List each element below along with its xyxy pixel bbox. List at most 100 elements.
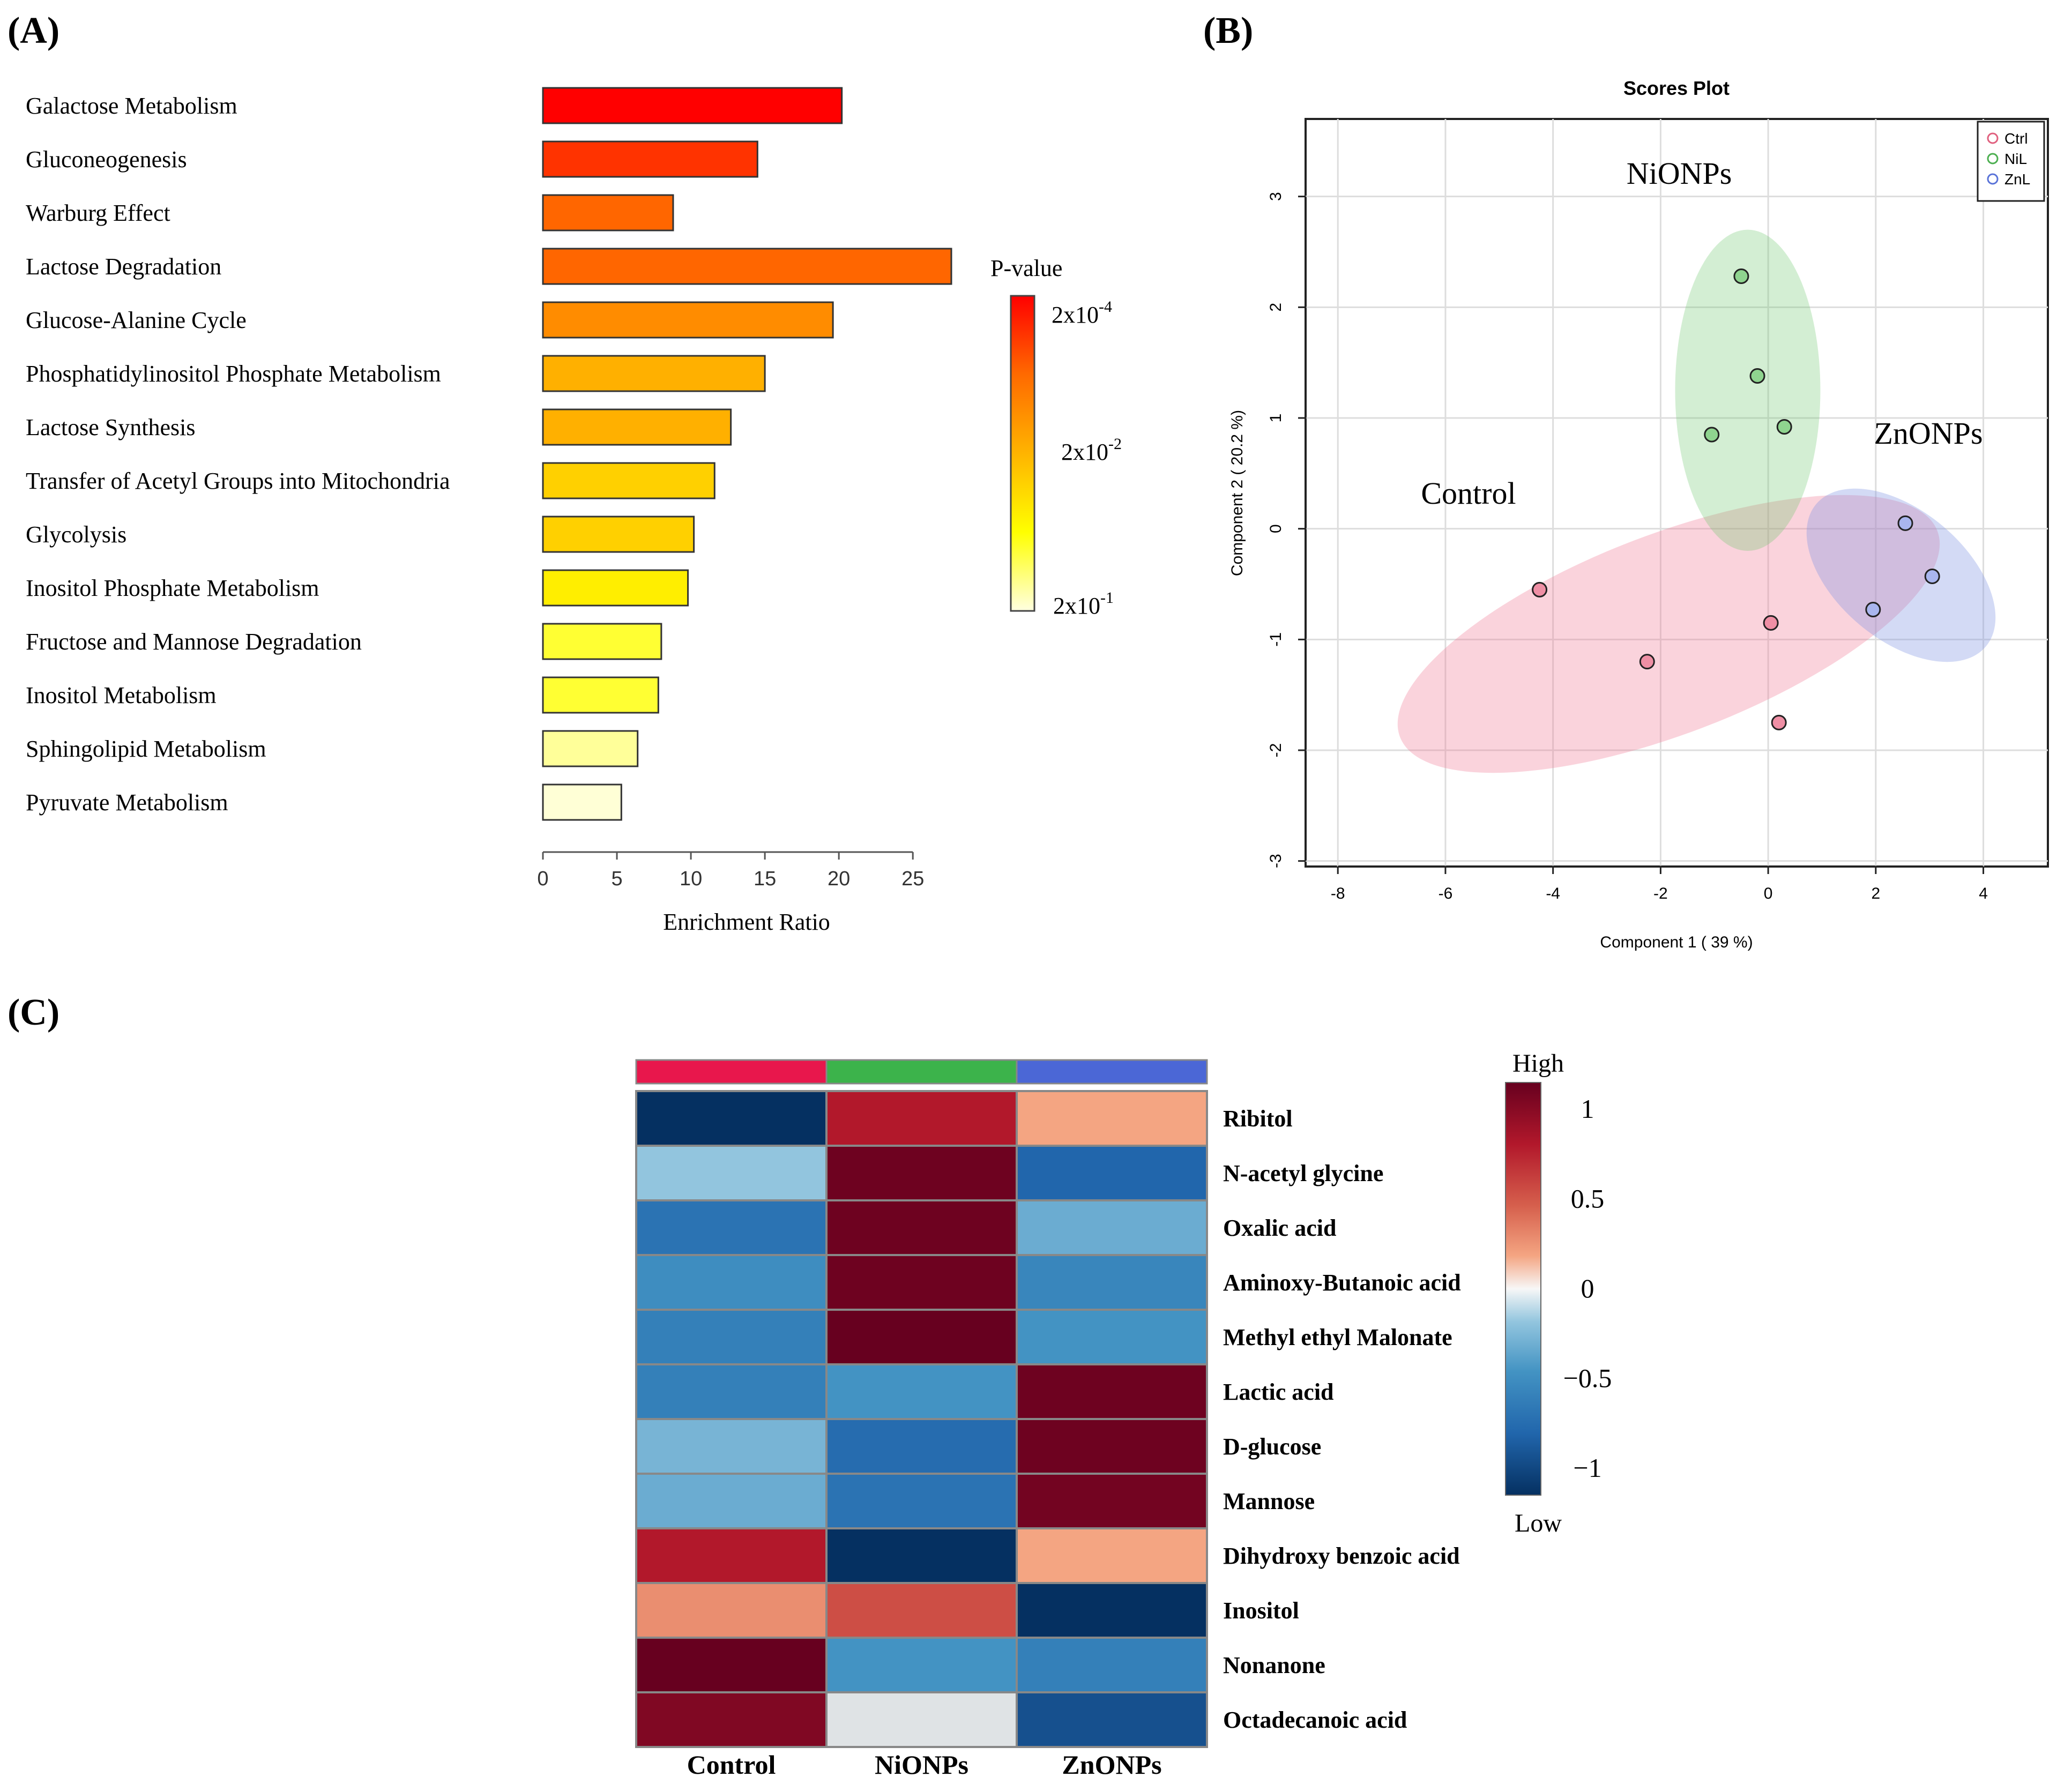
enrichment-bar-phosphatidylinositol-phosphate-metabolism: [542, 355, 766, 392]
pathway-label-warburg-effect: Warburg Effect: [26, 200, 170, 226]
point-nil: [1704, 427, 1720, 443]
heatmap-cell-octadecanoic-acid-znonps: [1016, 1691, 1208, 1748]
heatmap-cell-methyl-ethyl-malonate-control: [635, 1309, 828, 1365]
enrichment-tick-label: 20: [828, 868, 850, 890]
heatmap-row-label-ribitol: Ribitol: [1223, 1106, 1293, 1132]
heatmap-row-label-dihydroxy-benzoic-acid: Dihydroxy benzoic acid: [1223, 1543, 1460, 1569]
enrichment-bar-glycolysis: [542, 516, 695, 553]
heatmap-cell-n-acetyl-glycine-control: [635, 1145, 828, 1201]
enrichment-bar-sphingolipid-metabolism: [542, 730, 639, 767]
scores-ylabel: Component 2 ( 20.2 %): [1228, 410, 1246, 576]
enrichment-bar-fructose-and-mannose-degradation: [542, 623, 662, 660]
heatmap-colorbar: [1505, 1082, 1541, 1496]
heatmap-legend-tick: −1: [1573, 1453, 1601, 1483]
heatmap-cell-d-glucose-nionps: [825, 1418, 1018, 1475]
ellipse-ctrl: [1397, 495, 1940, 773]
heatmap-cell-n-acetyl-glycine-znonps: [1016, 1145, 1208, 1201]
heatmap-cell-mannose-znonps: [1016, 1473, 1208, 1529]
pathway-label-inositol-phosphate-metabolism: Inositol Phosphate Metabolism: [26, 575, 319, 601]
pathway-label-pyruvate-metabolism: Pyruvate Metabolism: [26, 789, 228, 816]
scores-y-tick-label: -1: [1267, 632, 1285, 647]
enrichment-x-axis: 0 5 10 15 20 25: [537, 851, 924, 890]
legend-label-ctrl: Ctrl: [2004, 130, 2028, 147]
heatmap-cell-aminoxy-butanoic-acid-nionps: [825, 1254, 1018, 1311]
enrichment-bar-lactose-degradation: [542, 248, 952, 285]
enrichment-tick-label: 25: [901, 868, 924, 890]
pvalue-label-high: 2x10-4: [1052, 298, 1112, 328]
heatmap-legend-low: Low: [1515, 1509, 1562, 1537]
enrichment-tick-label: 5: [611, 868, 622, 890]
group-color-control: [635, 1059, 828, 1085]
heatmap-column-label-znonps: ZnONPs: [1062, 1750, 1161, 1780]
heatmap-row-label-lactic-acid: Lactic acid: [1223, 1379, 1334, 1405]
heatmap-legend-tick: 0.5: [1571, 1184, 1605, 1214]
heatmap-cell-oxalic-acid-znonps: [1016, 1199, 1208, 1256]
heatmap-cell-inositol-znonps: [1016, 1582, 1208, 1639]
heatmap-cell-dihydroxy-benzoic-acid-znonps: [1016, 1527, 1208, 1584]
scores-y-tick-label: -3: [1267, 854, 1285, 868]
heatmap-row-label-methyl-ethyl-malonate: Methyl ethyl Malonate: [1223, 1324, 1452, 1350]
point-ctrl: [1532, 581, 1548, 598]
enrichment-tick-label: 10: [680, 868, 702, 890]
pvalue-label-low: 2x10-1: [1053, 589, 1114, 619]
point-znl: [1924, 569, 1940, 585]
heatmap-cell-mannose-control: [635, 1473, 828, 1529]
heatmap-legend-tick: 0: [1581, 1273, 1594, 1303]
metabolite-heatmap: Ribitol N-acetyl glycine Oxalic acid Aminox…: [635, 1049, 1612, 1780]
legend-marker-ctrl: [1987, 132, 1999, 144]
heatmap-cell-inositol-control: [635, 1582, 828, 1639]
scores-y-tick-label: 3: [1267, 192, 1285, 201]
ellipse-znl: [1806, 488, 1996, 662]
group-label-control: Control: [1421, 476, 1516, 511]
heatmap-row-label-inositol: Inositol: [1223, 1597, 1299, 1624]
heatmap-row-label-n-acetyl-glycine: N-acetyl glycine: [1223, 1160, 1383, 1186]
legend-marker-nil: [1987, 153, 1999, 165]
pathway-labels: Galactose Metabolism Gluconeogenesis Warbu…: [26, 93, 450, 816]
pathway-label-inositol-metabolism: Inositol Metabolism: [26, 682, 217, 708]
heatmap-cell-d-glucose-znonps: [1016, 1418, 1208, 1475]
heatmap-cell-octadecanoic-acid-control: [635, 1691, 828, 1748]
enrichment-bar-inositol-phosphate-metabolism: [542, 569, 689, 607]
pathway-label-lactose-degradation: Lactose Degradation: [26, 253, 221, 280]
heatmap-cell-ribitol-control: [635, 1090, 828, 1147]
group-label-nionps: NiONPs: [1627, 156, 1732, 191]
heatmap-cell-dihydroxy-benzoic-acid-control: [635, 1527, 828, 1584]
scores-plot-title: Scores Plot: [1623, 77, 1730, 99]
ellipse-nil: [1675, 229, 1821, 551]
heatmap-row-label-mannose: Mannose: [1223, 1488, 1315, 1514]
heatmap-legend-high: High: [1512, 1049, 1564, 1078]
enrichment-bar-galactose-metabolism: [542, 87, 843, 124]
point-znl: [1865, 602, 1881, 618]
scores-legend: Ctrl NiL ZnL: [1977, 121, 2045, 202]
heatmap-cell-nonanone-control: [635, 1637, 828, 1693]
enrichment-bar-chart: Galactose Metabolism Gluconeogenesis Warbu…: [26, 87, 1122, 935]
heatmap-row-labels: Ribitol N-acetyl glycine Oxalic acid Aminox…: [1223, 1106, 1461, 1733]
group-color-znonps: [1016, 1059, 1208, 1085]
legend-label-nil: NiL: [2004, 151, 2027, 167]
heatmap-cell-ribitol-nionps: [825, 1090, 1018, 1147]
enrichment-tick-label: 15: [754, 868, 776, 890]
scores-y-tick-label: 1: [1267, 414, 1285, 423]
pathway-label-fructose-and-mannose-degradation: Fructose and Mannose Degradation: [26, 629, 362, 655]
heatmap-row-label-octadecanoic-acid: Octadecanoic acid: [1223, 1707, 1407, 1733]
heatmap-row-label-aminoxy-butanoic-acid: Aminoxy-Butanoic acid: [1223, 1270, 1461, 1296]
heatmap-legend-ticks: 1 0.5 0 −0.5 −1: [1563, 1094, 1612, 1483]
scores-x-tick-label: -6: [1439, 885, 1453, 902]
pathway-label-glycolysis: Glycolysis: [26, 521, 126, 548]
point-ctrl: [1771, 714, 1787, 730]
heatmap-row-label-nonanone: Nonanone: [1223, 1652, 1325, 1678]
pathway-label-galactose-metabolism: Galactose Metabolism: [26, 93, 237, 119]
pvalue-legend-title: P-value: [990, 255, 1062, 281]
scores-grid: [1306, 119, 2048, 867]
heatmap-legend-tick: 1: [1581, 1094, 1594, 1124]
heatmap-cell-oxalic-acid-control: [635, 1199, 828, 1256]
point-nil: [1733, 268, 1749, 284]
heatmap-cell-octadecanoic-acid-nionps: [825, 1691, 1018, 1748]
group-label-znonps: ZnONPs: [1874, 416, 1983, 451]
heatmap-cell-inositol-nionps: [825, 1582, 1018, 1639]
heatmap-row-label-oxalic-acid: Oxalic acid: [1223, 1215, 1336, 1241]
group-color-bar: [635, 1059, 1208, 1085]
point-ctrl: [1639, 654, 1655, 670]
